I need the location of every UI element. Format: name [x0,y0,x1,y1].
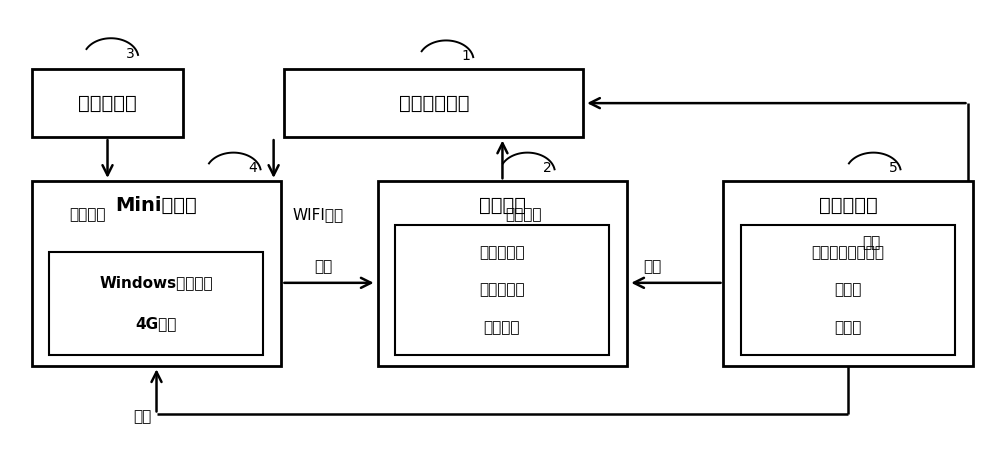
Text: Windows操作系统: Windows操作系统 [99,275,213,290]
Text: 垂直轴风力发电机: 垂直轴风力发电机 [811,246,884,261]
Text: 量测数码相机: 量测数码相机 [399,94,469,113]
Text: 串口连接: 串口连接 [70,207,106,222]
Text: 自供电系统: 自供电系统 [819,196,878,215]
Text: 3: 3 [126,47,135,61]
Text: 机械传动: 机械传动 [505,207,541,222]
Bar [32,69,183,137]
Text: 蔽电池: 蔽电池 [834,320,862,335]
Bar [378,181,627,366]
Text: 供电: 供电 [643,259,661,275]
Text: 供电: 供电 [133,409,151,424]
Text: 导轨、云台: 导轨、云台 [479,246,525,261]
Bar [741,225,955,355]
Text: Mini工控机: Mini工控机 [116,196,197,215]
Text: 4: 4 [249,161,257,175]
Text: 伺服系统: 伺服系统 [479,196,526,215]
Text: 1: 1 [461,49,470,63]
Bar [32,181,281,366]
Bar [284,69,583,137]
Text: 供电: 供电 [863,235,881,250]
Text: 2: 2 [543,161,551,175]
Text: 控制: 控制 [314,259,333,275]
Text: 4G通讯: 4G通讯 [135,316,177,331]
Text: 5: 5 [889,161,897,175]
Text: 倾角传感器: 倾角传感器 [78,94,137,113]
Bar [395,225,609,355]
Text: 照明光源: 照明光源 [484,320,520,335]
Text: 逆变器: 逆变器 [834,283,862,298]
Text: WIFI连接: WIFI连接 [292,207,343,222]
Bar [49,252,263,355]
Text: 伺服控制器: 伺服控制器 [479,283,525,298]
Bar [723,181,973,366]
